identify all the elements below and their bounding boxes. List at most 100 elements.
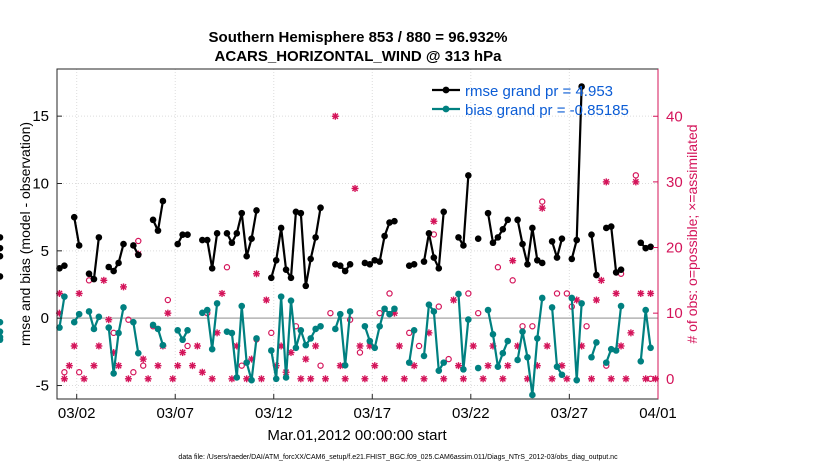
obs-possible-marker — [75, 369, 83, 376]
obs-assimilated-marker — [484, 362, 492, 370]
bias-point — [120, 304, 127, 311]
obs-assimilated-marker — [179, 349, 187, 357]
obs-assimilated-marker — [100, 276, 108, 284]
obs-assimilated-marker — [257, 375, 265, 383]
rmse-point — [154, 227, 162, 234]
obs-assimilated-stroke — [588, 375, 595, 382]
obs-possible-marker — [184, 342, 191, 350]
x-tick-label: 03/12 — [255, 405, 293, 422]
obs-assimilated-marker — [454, 362, 462, 370]
obs-assimilated-stroke — [302, 356, 309, 363]
rmse-point — [203, 236, 211, 244]
obs-possible-marker — [494, 264, 502, 271]
obs-assimilated-marker — [607, 375, 615, 383]
obs-assimilated-marker — [297, 375, 305, 383]
obs-assimilated-stroke — [608, 375, 615, 382]
bias-point — [272, 375, 280, 383]
bias-point — [534, 335, 541, 342]
obs-assimilated-marker — [262, 296, 270, 304]
rmse-point — [578, 83, 585, 90]
bias-point — [159, 341, 167, 349]
rmse-point — [307, 255, 315, 263]
rmse-point — [538, 259, 546, 267]
rmse-point — [647, 243, 654, 251]
x-tick-label: 03/22 — [452, 405, 490, 422]
y-tick-label: 0 — [41, 310, 49, 327]
obs-assimilated-stroke — [189, 362, 196, 369]
bias-point — [253, 335, 260, 342]
bias-point — [297, 327, 305, 334]
legend-rmse-marker — [442, 86, 450, 94]
rmse-point — [174, 240, 181, 248]
bias-point — [184, 327, 191, 334]
bias-point — [0, 328, 4, 335]
bias-point — [612, 347, 620, 354]
obs-assimilated-marker — [612, 289, 620, 297]
obs-assimilated-stroke — [194, 342, 201, 350]
obs-assimilated-marker — [499, 375, 507, 383]
bias-point — [647, 344, 654, 352]
obs-possible-marker — [539, 198, 546, 205]
rmse-point — [297, 209, 305, 217]
bias-point — [332, 325, 339, 333]
bias-point — [0, 336, 4, 344]
obs-assimilated-stroke — [140, 356, 147, 363]
obs-assimilated-marker — [307, 375, 315, 383]
obs-assimilated-stroke — [578, 342, 585, 350]
bias-point — [134, 349, 142, 357]
obs-assimilated-stroke — [613, 290, 620, 297]
rmse-point — [287, 274, 295, 282]
obs-assimilated-stroke — [632, 178, 639, 185]
bias-line-segment — [408, 330, 416, 363]
bias-point — [238, 302, 246, 310]
obs-assimilated-marker — [504, 362, 512, 370]
bias-point — [302, 341, 310, 349]
bias-point — [489, 331, 497, 338]
rmse-point — [0, 244, 4, 252]
rmse-point — [474, 235, 482, 243]
bias-point — [70, 318, 78, 326]
rmse-point — [179, 231, 186, 238]
obs-possible-marker — [435, 303, 442, 310]
bias-point — [213, 300, 221, 307]
obs-assimilated-marker — [587, 375, 595, 383]
bias-point — [248, 376, 255, 384]
obs-assimilated-marker — [188, 362, 196, 370]
obs-assimilated-marker — [253, 270, 261, 278]
bias-point — [95, 313, 103, 321]
obs-assimilated-marker — [647, 289, 655, 297]
obs-assimilated-stroke — [504, 362, 511, 369]
obs-assimilated-marker — [479, 375, 487, 383]
bias-line-segment — [334, 311, 352, 367]
y-tick-label: 10 — [32, 175, 49, 192]
rmse-line-segment — [590, 234, 598, 276]
bias-point — [529, 391, 536, 399]
obs-assimilated-marker — [592, 296, 600, 304]
obs-possible-marker — [268, 329, 275, 337]
bias-point — [208, 345, 216, 353]
rmse-point — [184, 231, 191, 238]
bias-point — [110, 370, 117, 377]
rmse-point — [637, 239, 645, 247]
bias-point — [90, 325, 98, 333]
rmse-point — [430, 254, 438, 261]
bias-point — [233, 374, 241, 381]
bias-point — [105, 324, 113, 331]
obs-assimilated-stroke — [100, 277, 107, 284]
rmse-point — [381, 232, 388, 240]
bias-point — [593, 339, 600, 346]
bias-point — [56, 324, 63, 331]
rmse-point — [85, 270, 93, 278]
rmse-point — [494, 234, 502, 241]
obs-assimilated-stroke — [56, 290, 63, 297]
obs-possible-marker — [445, 355, 452, 363]
y2-axis-label: # of obs: o=possible; ×=assimilated — [684, 124, 700, 343]
bias-point — [366, 337, 374, 345]
obs-assimilated-stroke — [115, 362, 122, 369]
obs-assimilated-marker — [70, 342, 78, 350]
rmse-point — [425, 230, 433, 237]
legend: rmse grand pr = 4.953 bias grand pr = -0… — [432, 83, 629, 119]
obs-possible-marker — [553, 290, 561, 297]
obs-assimilated-stroke — [642, 375, 649, 382]
bias-point — [405, 359, 413, 366]
